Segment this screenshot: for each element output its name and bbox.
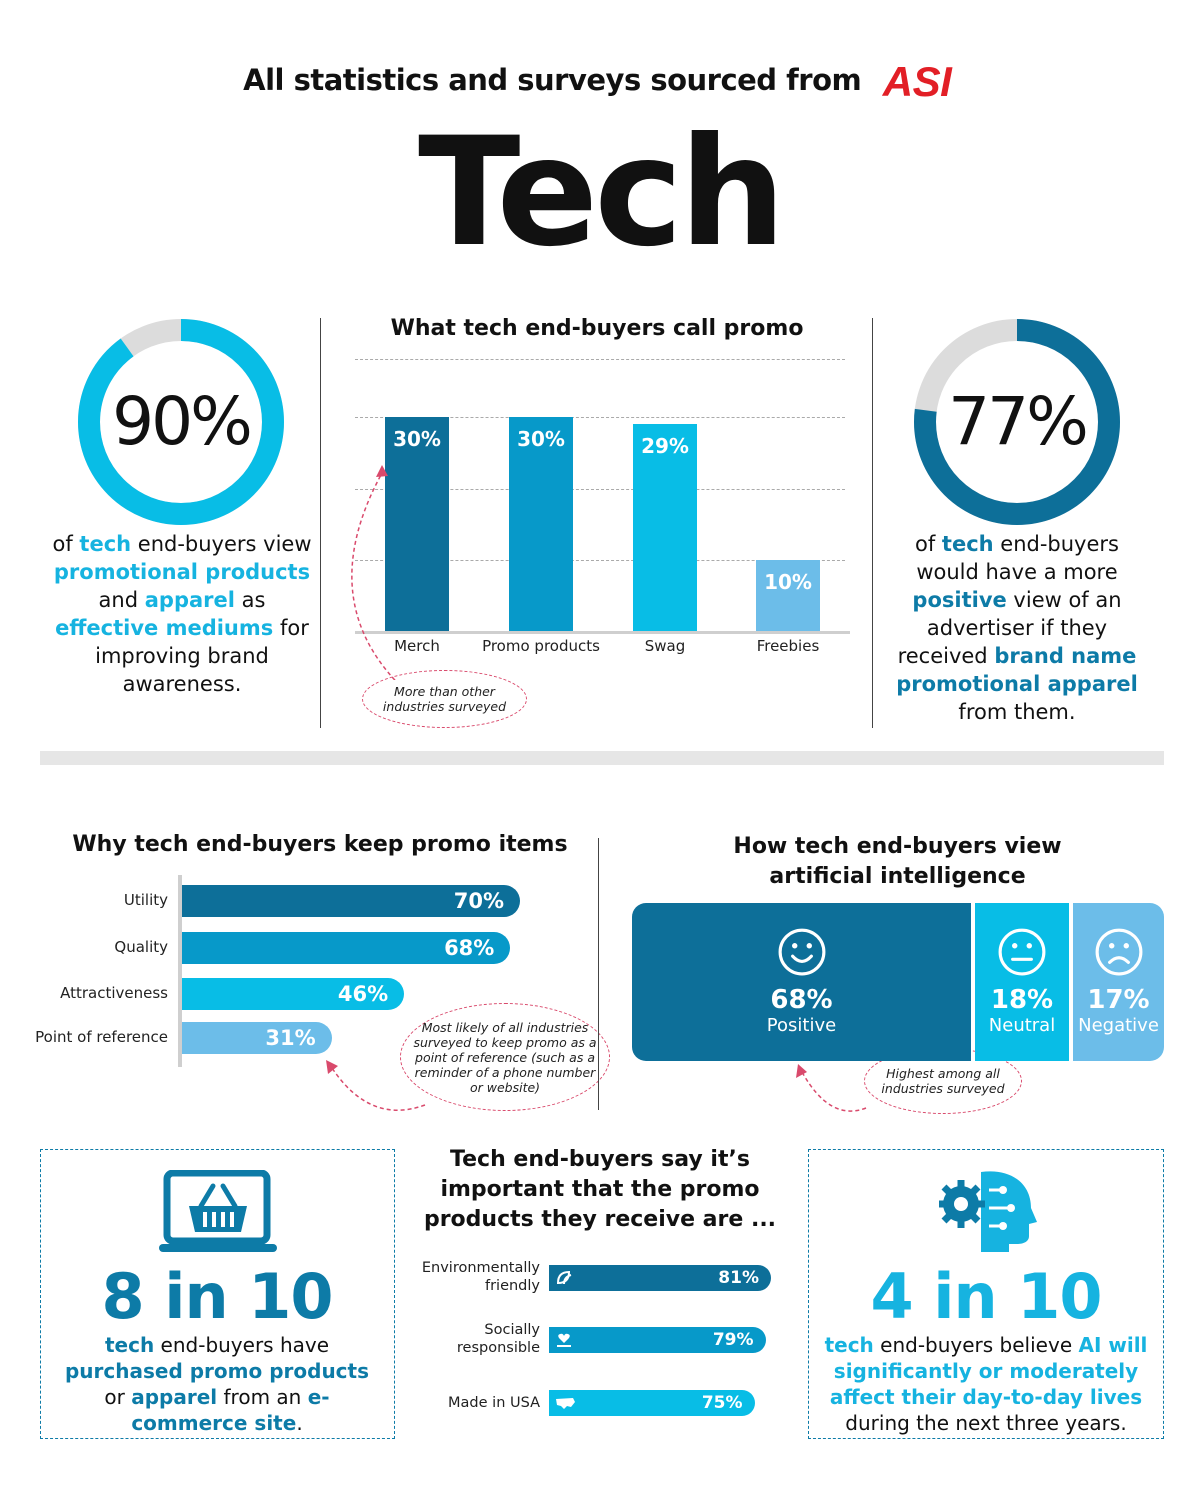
annotation-arrow: [326, 1060, 426, 1111]
ai-lives-stat-box: 4 in 10 tech end-buyers believe AI will …: [808, 1149, 1164, 1439]
category-label: Merch: [394, 637, 440, 655]
source-attribution: All statistics and surveys sourced from …: [0, 58, 1200, 102]
ecommerce-stat-box: 8 in 10 tech end-buyers have purchased p…: [40, 1149, 395, 1439]
x-axis: [355, 631, 850, 634]
bar-axis: [178, 875, 182, 1067]
important-row-label: Made in USA: [448, 1395, 540, 1411]
ai-view-title: How tech end-buyers view artificial intel…: [733, 834, 1062, 889]
annotation-arrow: [351, 465, 396, 680]
neutral-face-icon: [998, 928, 1046, 976]
donut-ring: [78, 319, 284, 525]
donut-value: 90%: [112, 383, 253, 460]
gridline: [355, 359, 845, 360]
keep-row-label: Utility: [123, 891, 168, 909]
ai-segment-label: Negative: [1078, 1015, 1159, 1036]
annotation-arrow: [796, 1064, 867, 1112]
divider-line: [872, 318, 873, 728]
bar-freebies: 10%: [756, 559, 820, 631]
important-row-value: 81%: [718, 1268, 759, 1288]
ai-annotation-bubble: Highest among all industries surveyed: [864, 1048, 1022, 1114]
ai-segment-label: Positive: [766, 1015, 837, 1036]
left-stat-text: of tech end-buyers view promotional prod…: [52, 532, 312, 696]
ai-head-gear-icon: [939, 1171, 1037, 1252]
section-divider: [40, 751, 1164, 765]
gridline: [355, 417, 845, 418]
divider-line: [598, 838, 599, 1110]
category-label: Swag: [644, 637, 686, 655]
ai-segment-value: 18%: [990, 985, 1054, 1015]
ai-segment-neutral: 18% Neutral: [975, 903, 1069, 1061]
category-label: Promo products: [482, 637, 600, 655]
bar-chart: 30% 30% 29% 10%: [355, 355, 850, 635]
bar-merch: 30%: [385, 417, 449, 631]
divider-line: [320, 318, 321, 728]
ecommerce-text: tech end-buyers have purchased promo pro…: [64, 1333, 369, 1435]
keep-row-bar: 70%: [182, 885, 520, 917]
asi-logo: ASI: [882, 58, 954, 102]
important-title: Tech end-buyers say it’s important that …: [423, 1147, 777, 1232]
laptop-shopping-basket-icon: [159, 1170, 277, 1252]
important-row-label: Socially responsible: [456, 1322, 540, 1356]
donut-value: 77%: [948, 383, 1089, 460]
ai-segment-value: 68%: [770, 985, 833, 1015]
keep-row-bar: 46%: [182, 978, 405, 1010]
right-stat-text: of tech end-buyers would have a more pos…: [896, 532, 1138, 724]
category-label: Freebies: [756, 637, 820, 655]
chart-title: What tech end-buyers call promo: [390, 316, 804, 341]
ai-lives-text: tech end-buyers believe AI will signific…: [824, 1333, 1148, 1435]
donut-ring: [914, 319, 1120, 525]
leaf-icon: [556, 1270, 572, 1285]
important-row-bar: 79%: [549, 1327, 766, 1353]
keep-row-label: Attractiveness: [60, 984, 168, 1002]
keep-row-bar: 31%: [182, 1022, 332, 1054]
ai-segment-value: 17%: [1087, 985, 1150, 1015]
source-text: All statistics and surveys sourced from: [243, 63, 862, 97]
keep-promo-title: Why tech end-buyers keep promo items: [72, 832, 568, 857]
important-row-bar: 75%: [549, 1390, 755, 1416]
sad-face-icon: [1095, 928, 1142, 976]
important-row-value: 75%: [701, 1393, 743, 1413]
keep-row-bar: 68%: [182, 932, 511, 964]
ai-segment-negative: 17% Negative: [1073, 903, 1164, 1061]
keep-row-label: Point of reference: [35, 1028, 168, 1046]
chart-annotation-bubble: More than other industries surveyed: [362, 670, 527, 728]
keep-annotation-bubble: Most likely of all industries surveyed t…: [400, 1003, 610, 1111]
svg-text:ASI: ASI: [882, 58, 953, 102]
gridline: [355, 560, 845, 561]
ecommerce-big-stat: 8 in 10: [101, 1260, 334, 1333]
usa-map-icon: [556, 1398, 575, 1409]
ai-segment-positive: 68% Positive: [632, 903, 971, 1061]
important-row-label: Environmentally friendly: [421, 1260, 540, 1294]
ai-lives-big-stat: 4 in 10: [870, 1260, 1103, 1333]
smile-face-icon: [778, 928, 825, 976]
heart-hand-icon: [557, 1333, 571, 1347]
bar-swag: 29%: [633, 424, 697, 631]
important-row-bar: 81%: [549, 1265, 771, 1291]
ai-segment-label: Neutral: [988, 1015, 1056, 1036]
important-row-value: 79%: [712, 1330, 754, 1350]
donut-77-percent: 77%: [912, 317, 1122, 527]
gridline: [355, 489, 845, 490]
bar-promo-products: 30%: [509, 417, 573, 631]
keep-row-label: Quality: [114, 938, 168, 956]
page-title: Tech: [418, 106, 786, 280]
donut-90-percent: 90%: [76, 317, 286, 527]
